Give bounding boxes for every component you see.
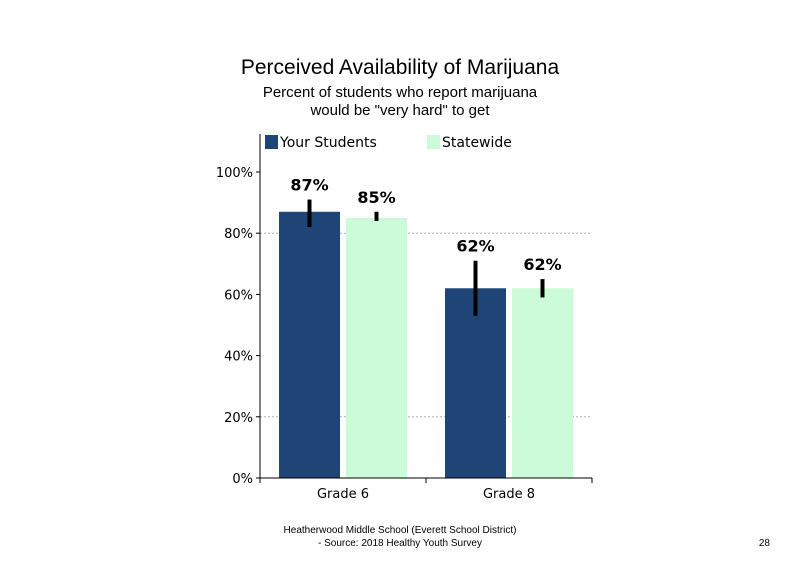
bar: [445, 288, 506, 478]
legend-swatch: [427, 135, 440, 149]
legend-swatch: [265, 135, 278, 149]
data-label: 87%: [290, 176, 328, 195]
y-tick-label: 60%: [224, 288, 253, 303]
y-tick-label: 100%: [216, 166, 253, 181]
bar: [512, 288, 573, 478]
chart-subtitle-line-1: Percent of students who report marijuana: [262, 84, 538, 101]
footer-source: - Source: 2018 Healthy Youth Survey: [318, 538, 482, 549]
y-tick-label: 20%: [224, 411, 253, 426]
y-tick-label: 80%: [224, 227, 253, 242]
page-number: 28: [758, 538, 770, 549]
bar: [279, 211, 340, 478]
legend-label: Your Students: [279, 135, 377, 151]
category-label: Grade 6: [317, 487, 369, 502]
chart-title: Perceived Availability of Marijuana: [240, 56, 560, 79]
data-label: 62%: [456, 237, 494, 256]
legend: Your Students Statewide: [265, 135, 512, 151]
footer-school: Heatherwood Middle School (Everett Schoo…: [283, 525, 517, 536]
legend-label: Statewide: [442, 135, 512, 151]
data-label: 62%: [523, 255, 561, 274]
y-tick-label: 40%: [224, 350, 253, 365]
axes: 0% 20% 40% 60% 80% 100% Grade 6 Grade 8: [216, 134, 593, 502]
chart-subtitle-line-2: would be "very hard" to get: [310, 102, 490, 119]
data-label: 85%: [357, 188, 395, 207]
y-tick-label: 0%: [232, 472, 253, 487]
category-label: Grade 8: [483, 487, 535, 502]
bars: 87% 85% 62% 62%: [279, 176, 573, 478]
bar: [346, 217, 407, 478]
